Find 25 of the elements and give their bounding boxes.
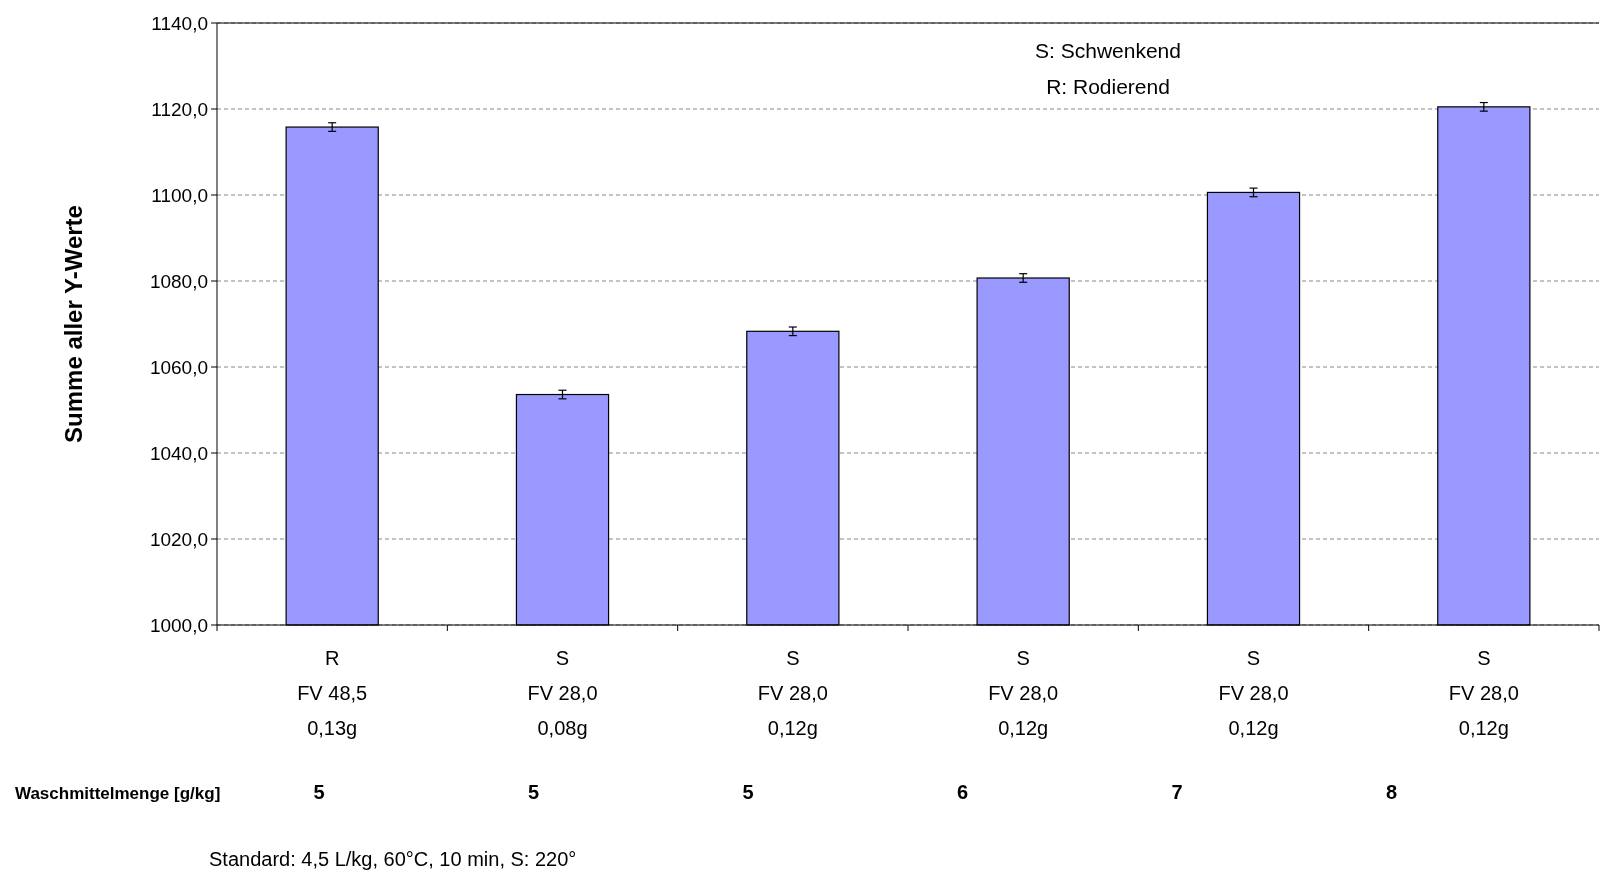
x-tick-label: S FV 28,0 0,12g [1448, 647, 1519, 739]
y-tick-label: 1000,0 [149, 614, 208, 636]
x-tick-label: S FV 28,0 0,12g [988, 647, 1059, 739]
y-tick-label: 1140,0 [151, 12, 208, 34]
y-tick-label: 1120,0 [151, 98, 208, 120]
text: Waschmittelmenge [g/kg] [15, 784, 221, 803]
annotation: R: Rodierend [1046, 75, 1170, 98]
annotation: S: Schwenkend [1035, 39, 1181, 62]
y-tick-label: 1040,0 [149, 442, 208, 464]
text: 6 [956, 781, 969, 803]
x-tick-label: S FV 28,0 0,12g [757, 647, 828, 739]
text: Standard: 4,5 L/kg, 60°C, 10 min, S: 220° [209, 848, 577, 870]
y-tick-label: 1100,0 [151, 184, 208, 206]
text: 7 [1171, 781, 1183, 803]
x-tick-label: R FV 48,5 0,13g [297, 647, 368, 739]
text: 5 [527, 781, 540, 803]
y-axis-title: Summe aller Y-Werte [60, 205, 87, 443]
text: 8 [1385, 781, 1398, 803]
y-tick-label: 1060,0 [149, 356, 208, 378]
text: 5 [313, 781, 325, 803]
text: 5 [742, 781, 754, 803]
y-tick-label: 1080,0 [149, 270, 208, 292]
x-tick-label: S FV 28,0 0,08g [527, 647, 598, 739]
x-tick-label: S FV 28,0 0,12g [1218, 647, 1289, 739]
y-tick-label: 1020,0 [149, 528, 208, 550]
